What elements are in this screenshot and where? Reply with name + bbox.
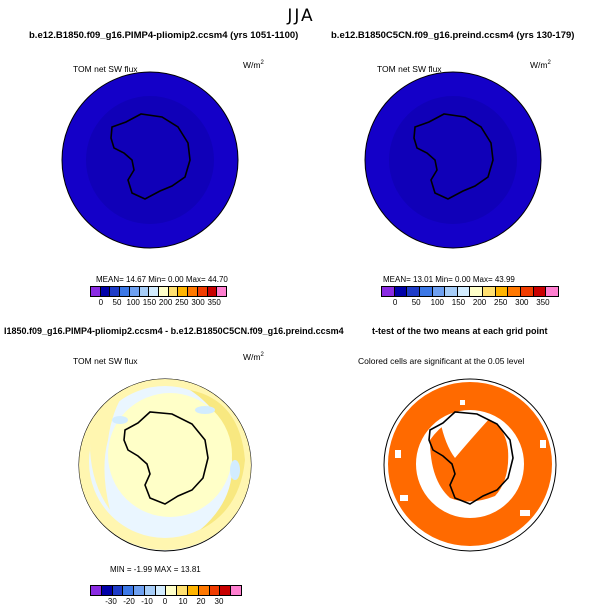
colorbar-tick-label: -10 <box>141 597 153 606</box>
colorbar-swatch <box>167 287 178 296</box>
colorbar-swatch <box>219 586 231 595</box>
colorbar-swatch <box>469 287 483 296</box>
colorbar-tick-label: -20 <box>123 597 135 606</box>
colorbar-tick-label: 100 <box>430 298 444 307</box>
colorbar-swatch <box>165 586 177 595</box>
colorbar-swatch <box>177 287 188 296</box>
colorbar-tick-label: 50 <box>112 298 122 307</box>
colorbar-swatch <box>109 287 120 296</box>
colorbar-swatch <box>138 287 149 296</box>
colorbar-tick-label: 10 <box>178 597 188 606</box>
colorbar-tick-label: 350 <box>207 298 221 307</box>
colorbar-swatch <box>431 287 445 296</box>
colorbar-swatch <box>545 287 558 296</box>
colorbar-swatch <box>230 586 241 595</box>
colorbar-swatch <box>216 287 227 296</box>
colorbar-tick-label: 50 <box>411 298 421 307</box>
colorbar-tick-label: 300 <box>515 298 529 307</box>
colorbar-tick-label: 0 <box>98 298 104 307</box>
panel-2-stats: MEAN= 13.01 Min= 0.00 Max= 43.99 <box>383 275 515 284</box>
colorbar-tick-label: 0 <box>162 597 168 606</box>
colorbar-swatch <box>128 287 139 296</box>
colorbar-tick-label: 250 <box>493 298 508 307</box>
colorbar-swatch <box>532 287 546 296</box>
panel-4-title: t-test of the two means at each grid poi… <box>372 326 548 336</box>
colorbar-swatch <box>406 287 419 296</box>
colorbar-swatch <box>196 287 207 296</box>
panel-1-units: W/m2 <box>243 60 264 70</box>
colorbar-swatch <box>91 586 101 595</box>
panel-3-units: W/m2 <box>243 352 264 362</box>
colorbar-swatch <box>154 586 166 595</box>
colorbar-swatch <box>482 287 495 296</box>
panel-2-variable-label: TOM net SW flux <box>377 64 442 74</box>
panel-3-colorbar <box>90 585 242 596</box>
colorbar-swatch <box>119 287 129 296</box>
colorbar-swatch <box>122 586 134 595</box>
colorbar-swatch <box>91 287 100 296</box>
colorbar-tick-label: -30 <box>105 597 117 606</box>
colorbar-tick-label: 250 <box>175 298 189 307</box>
colorbar-swatch <box>520 287 533 296</box>
panel-2-colorbar <box>381 286 559 297</box>
panel-3-antarctica-outline <box>123 411 209 505</box>
colorbar-swatch <box>206 287 217 296</box>
colorbar-tick-label: 20 <box>196 597 206 606</box>
panel-4-variable-label: Colored cells are significant at the 0.0… <box>358 356 525 366</box>
colorbar-swatch <box>197 586 209 595</box>
colorbar-tick-label: 30 <box>214 597 224 606</box>
season-title: JJA <box>287 6 315 26</box>
panel-1-colorbar <box>90 286 227 297</box>
colorbar-swatch <box>176 586 188 595</box>
colorbar-swatch <box>418 287 432 296</box>
panel-1-title: b.e12.B1850.f09_g16.PIMP4-pliomip2.ccsm4… <box>29 30 299 41</box>
colorbar-swatch <box>187 287 197 296</box>
colorbar-swatch <box>393 287 407 296</box>
colorbar-tick-label: 200 <box>158 298 173 307</box>
colorbar-swatch <box>111 586 123 595</box>
panel-4-antarctica-outline <box>428 411 514 505</box>
colorbar-swatch <box>187 586 198 595</box>
panel-3-variable-label: TOM net SW flux <box>73 356 138 366</box>
colorbar-tick-label: 150 <box>142 298 157 307</box>
colorbar-swatch <box>99 287 110 296</box>
colorbar-tick-label: 200 <box>472 298 487 307</box>
colorbar-tick-label: 300 <box>191 298 205 307</box>
colorbar-swatch <box>494 287 508 296</box>
colorbar-swatch <box>158 287 168 296</box>
panel-3-title: I1850.f09_g16.PIMP4-pliomip2.ccsm4 - b.e… <box>4 326 344 336</box>
colorbar-swatch <box>444 287 457 296</box>
panel-2-title: b.e12.B1850C5CN.f09_g16.preind.ccsm4 (yr… <box>331 30 575 41</box>
panel-1-variable-label: TOM net SW flux <box>73 64 138 74</box>
colorbar-swatch <box>208 586 220 595</box>
panel-1-antarctica-outline <box>110 113 191 200</box>
colorbar-tick-label: 150 <box>451 298 466 307</box>
colorbar-swatch <box>100 586 112 595</box>
colorbar-swatch <box>507 287 521 296</box>
colorbar-swatch <box>148 287 159 296</box>
panel-2-units: W/m2 <box>530 60 551 70</box>
panel-1-stats: MEAN= 14.67 Min= 0.00 Max= 44.70 <box>96 275 228 284</box>
colorbar-swatch <box>133 586 144 595</box>
colorbar-tick-label: 0 <box>392 298 398 307</box>
panel-3-stats: MIN = -1.99 MAX = 13.81 <box>110 565 201 574</box>
colorbar-swatch <box>382 287 394 296</box>
colorbar-tick-label: 100 <box>126 298 140 307</box>
colorbar-swatch <box>456 287 470 296</box>
panel-2-antarctica-outline <box>413 113 494 200</box>
colorbar-swatch <box>143 586 155 595</box>
colorbar-tick-label: 350 <box>536 298 550 307</box>
